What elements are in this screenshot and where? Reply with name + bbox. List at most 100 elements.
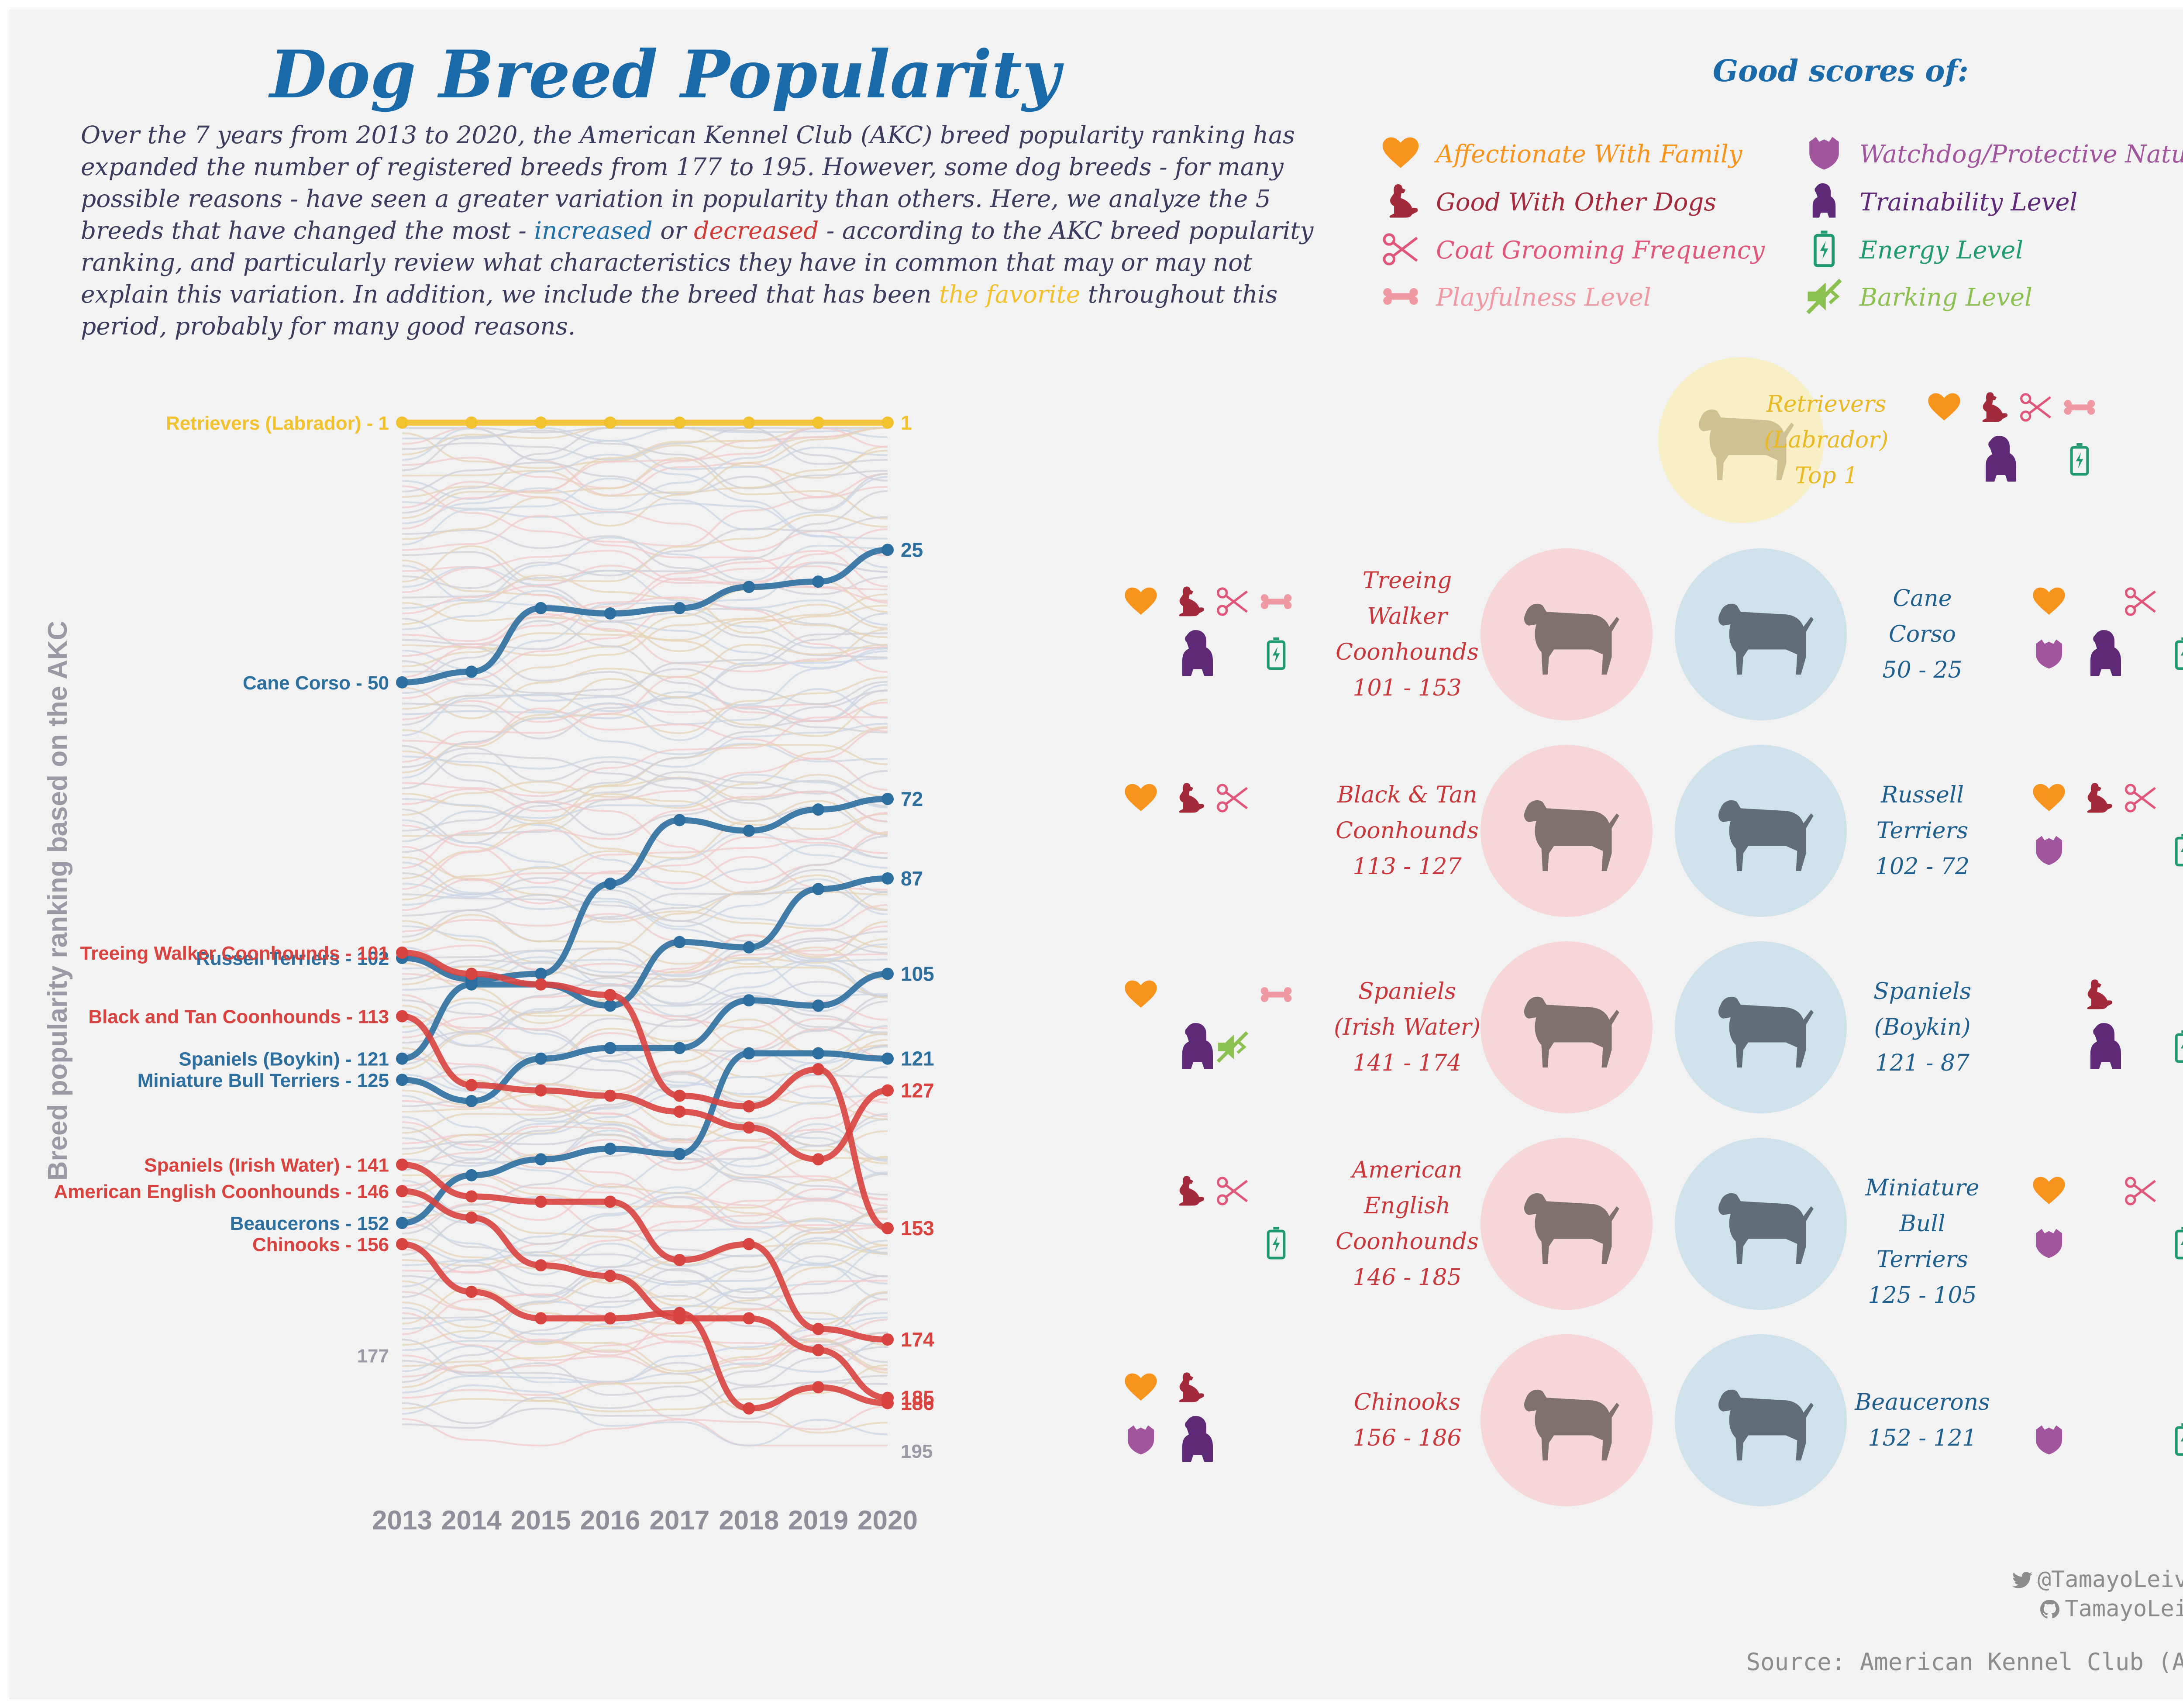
breed-name-line: 50 - 25 xyxy=(1882,657,1963,683)
background-breed-line xyxy=(402,675,888,763)
background-breed-line xyxy=(402,647,888,779)
data-point xyxy=(604,999,616,1012)
scissors-icon xyxy=(2018,390,2053,427)
background-breed-line xyxy=(402,658,888,737)
legend-item-barking: Barking Level xyxy=(1804,278,2032,317)
start-total-label: 177 xyxy=(357,1345,389,1367)
data-point xyxy=(743,824,755,837)
background-breed-line xyxy=(402,1044,888,1192)
data-point xyxy=(604,607,616,620)
breed-name-line: 152 - 121 xyxy=(1868,1425,1977,1451)
data-point xyxy=(465,1190,478,1203)
data-point xyxy=(743,1121,755,1134)
intro-increased: increased xyxy=(534,217,653,244)
sitting-dog-icon xyxy=(1381,182,1420,223)
data-point xyxy=(812,1322,825,1335)
data-point xyxy=(604,1195,616,1208)
dog-illustration xyxy=(1524,996,1619,1068)
data-point xyxy=(743,1047,755,1060)
background-breed-line xyxy=(402,1183,888,1233)
background-breed-line xyxy=(402,561,888,615)
background-breed-line xyxy=(402,1316,888,1394)
breed-name-line: 121 - 87 xyxy=(1875,1050,1970,1076)
heart-icon xyxy=(1123,781,1158,818)
background-breed-line xyxy=(402,515,888,602)
series-retrievers-labrador- xyxy=(396,417,894,429)
legend-label: Playfulness Level xyxy=(1436,283,1651,312)
x-tick-label: 2018 xyxy=(719,1505,779,1536)
background-breed-line xyxy=(402,490,888,599)
breed-name: Treeing Walker Coonhounds 101 - 153 xyxy=(1333,563,1481,706)
dog-bust-icon xyxy=(2080,628,2132,682)
battery-icon xyxy=(2167,1226,2183,1263)
data-point xyxy=(604,1270,616,1282)
legend-label: Affectionate With Family xyxy=(1436,140,1742,169)
breed-name-line: Spaniels xyxy=(1873,978,1972,1005)
data-point xyxy=(743,417,755,429)
breed-photo-circle xyxy=(1675,548,1847,720)
background-breed-line xyxy=(402,750,888,800)
breed-photo-circle xyxy=(1675,1138,1847,1310)
data-point xyxy=(881,417,894,429)
data-point xyxy=(465,1211,478,1224)
battery-icon xyxy=(1259,1226,1294,1263)
background-breed-line xyxy=(402,1340,888,1409)
end-label: 174 xyxy=(901,1328,934,1351)
github-icon xyxy=(2040,1600,2060,1618)
background-breed-line xyxy=(402,427,888,489)
data-point xyxy=(604,417,616,429)
background-breed-line xyxy=(402,1269,888,1319)
breed-photo-circle xyxy=(1675,941,1847,1113)
legend-label: Coat Grooming Frequency xyxy=(1436,236,1765,265)
background-breed-line xyxy=(402,1237,888,1298)
x-axis-ticks: 2013 2014 2015 2016 2017 2018 2019 2020 xyxy=(372,1505,918,1536)
background-breed-line xyxy=(402,586,888,699)
background-breed-line xyxy=(402,668,888,726)
background-breed-line xyxy=(402,1364,888,1412)
dog-illustration xyxy=(1718,603,1814,675)
data-point xyxy=(673,1089,686,1102)
breed-name-line: Black & Tan xyxy=(1337,782,1477,808)
background-breed-line xyxy=(402,427,888,470)
data-point xyxy=(396,1185,408,1198)
sitting-dog-icon xyxy=(1171,1174,1206,1211)
intro-text-1: Over the 7 years from 2013 to 2020, the … xyxy=(81,121,1295,244)
data-point xyxy=(812,999,825,1012)
data-point xyxy=(465,1169,478,1181)
series-cane-corso xyxy=(396,544,894,689)
dog-bust-icon xyxy=(1171,1414,1224,1468)
end-label: 186 xyxy=(901,1392,934,1415)
breed-name-line: Chinooks xyxy=(1353,1389,1461,1415)
background-breed-line xyxy=(402,1207,888,1297)
series-line xyxy=(399,795,891,982)
background-breed-line xyxy=(402,723,888,770)
background-breed-line xyxy=(402,574,888,634)
heart-icon xyxy=(1927,390,1962,427)
breed-name-line: Treeing xyxy=(1362,568,1452,594)
data-point xyxy=(534,1153,547,1166)
data-point xyxy=(743,581,755,593)
background-breed-line xyxy=(402,528,888,593)
battery-icon xyxy=(2167,1030,2183,1067)
background-breed-line xyxy=(402,427,888,530)
data-point xyxy=(465,1095,478,1107)
background-breed-line xyxy=(402,461,888,512)
scissors-icon xyxy=(2123,1174,2158,1211)
bone-icon xyxy=(1381,277,1420,318)
background-breed-line xyxy=(402,1349,888,1434)
data-point xyxy=(743,1238,755,1250)
breed-photo-circle xyxy=(1481,745,1653,917)
background-breed-line xyxy=(402,550,888,657)
breed-photo-circle xyxy=(1481,941,1653,1113)
breed-name-line: Walker xyxy=(1367,603,1447,630)
breed-name-line: Cane xyxy=(1893,585,1952,612)
x-tick-label: 2017 xyxy=(649,1505,709,1536)
data-point xyxy=(465,417,478,429)
breed-name-line: Miniature xyxy=(1865,1175,1980,1201)
data-point xyxy=(465,665,478,678)
breed-photo-circle xyxy=(1675,745,1847,917)
background-breed-line xyxy=(402,1121,888,1208)
x-tick-label: 2014 xyxy=(441,1505,502,1536)
data-point xyxy=(743,1402,755,1415)
breed-name-line: 125 - 105 xyxy=(1868,1282,1977,1309)
